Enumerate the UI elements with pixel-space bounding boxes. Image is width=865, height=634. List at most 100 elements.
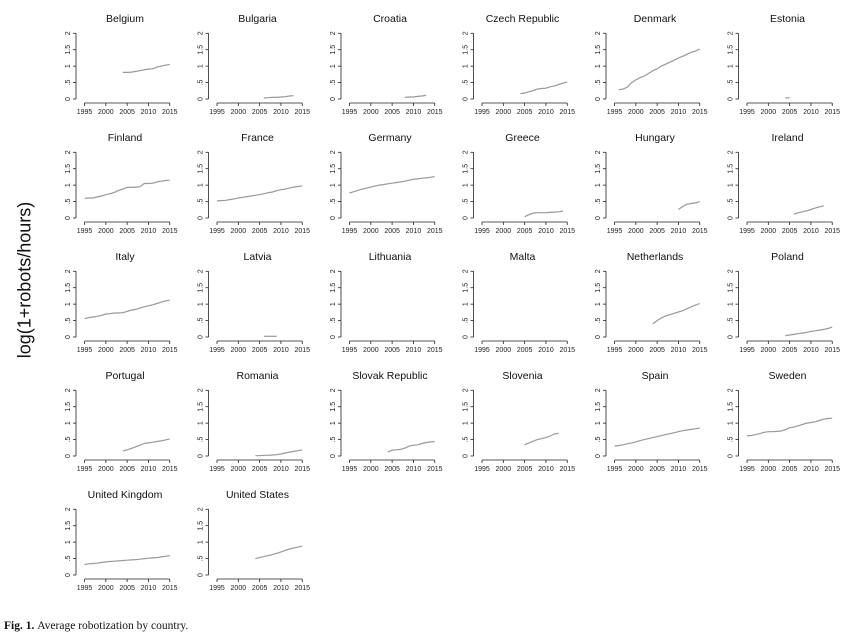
y-tick-label: 2 [65, 507, 72, 511]
x-tick-label: 2010 [273, 109, 289, 116]
y-tick-label: 2 [462, 388, 469, 392]
y-tick-label: 0 [65, 573, 72, 577]
y-tick-label: 0 [330, 454, 337, 458]
panel-title: Romania [236, 370, 278, 382]
x-tick-label: 2010 [141, 228, 157, 235]
y-tick-label: 0 [727, 216, 734, 220]
x-tick-label: 2010 [671, 109, 687, 116]
y-tick-label: 1 [197, 64, 204, 68]
panel-title: Belgium [106, 13, 144, 25]
x-tick-label: 2010 [273, 466, 289, 473]
panel-italy: Italy 0 .5 1 1.5 2 1995 2000 2005 2010 2015 [65, 251, 178, 354]
y-tick-label: 1.5 [197, 402, 204, 412]
y-tick-label: 2 [65, 31, 72, 35]
y-tick-label: .5 [65, 556, 72, 562]
x-tick-label: 2000 [231, 109, 247, 116]
y-tick-label: 1.5 [65, 521, 72, 531]
x-tick-label: 2015 [294, 466, 310, 473]
y-tick-label: 0 [727, 454, 734, 458]
y-tick-label: 0 [330, 216, 337, 220]
x-tick-label: 1995 [607, 228, 623, 235]
y-tick-label: 2 [727, 269, 734, 273]
caption-label: Fig. 1. [4, 620, 38, 632]
y-tick-label: .5 [462, 318, 469, 324]
panel-title: Lithuania [369, 251, 412, 263]
x-tick-label: 1995 [77, 466, 93, 473]
y-tick-label: 2 [330, 269, 337, 273]
y-tick-label: 1.5 [65, 402, 72, 412]
x-tick-label: 2015 [162, 585, 178, 592]
x-tick-label: 2005 [782, 109, 798, 116]
y-tick-label: 1.5 [330, 283, 337, 293]
x-tick-label: 2000 [98, 347, 114, 354]
panel-title: Slovenia [502, 370, 542, 382]
x-tick-label: 2010 [141, 585, 157, 592]
panel-title: Malta [510, 251, 536, 263]
x-tick-label: 2005 [252, 109, 268, 116]
y-tick-label: 1.5 [65, 164, 72, 174]
y-tick-label: 2 [727, 388, 734, 392]
x-tick-label: 2015 [692, 109, 708, 116]
y-tick-label: 2 [462, 269, 469, 273]
x-tick-label: 2005 [782, 228, 798, 235]
panel-title: Estonia [770, 13, 805, 25]
series-line-spain [614, 427, 700, 447]
y-tick-label: 2 [197, 31, 204, 35]
x-tick-label: 2015 [692, 347, 708, 354]
panel-title: Poland [771, 251, 804, 263]
x-tick-label: 2005 [384, 347, 400, 354]
series-line-sweden [747, 417, 833, 437]
x-tick-label: 2005 [782, 466, 798, 473]
x-tick-label: 2015 [824, 228, 840, 235]
x-tick-label: 2005 [517, 109, 533, 116]
x-tick-label: 2005 [649, 109, 665, 116]
y-tick-label: 1.5 [462, 45, 469, 55]
x-tick-label: 2015 [427, 109, 443, 116]
y-tick-label: 1 [727, 421, 734, 425]
y-tick-label: 0 [65, 216, 72, 220]
x-tick-label: 1995 [739, 228, 755, 235]
panel-title: Denmark [634, 13, 677, 25]
y-tick-label: 2 [197, 150, 204, 154]
y-tick-label: 1.5 [65, 45, 72, 55]
x-tick-label: 2000 [761, 347, 777, 354]
panel-title: Slovak Republic [352, 370, 427, 382]
y-tick-label: 1.5 [727, 283, 734, 293]
x-tick-label: 2000 [363, 466, 379, 473]
x-tick-label: 2005 [384, 228, 400, 235]
panel-title: Greece [505, 132, 540, 144]
y-tick-label: 1 [727, 64, 734, 68]
y-tick-label: 1 [65, 302, 72, 306]
series-line-croatia [404, 94, 427, 98]
x-tick-label: 1995 [607, 347, 623, 354]
y-tick-label: 1 [462, 183, 469, 187]
x-tick-label: 1995 [474, 466, 490, 473]
panel-united-states: United States 0 .5 1 1.5 2 1995 2000 2005 2010 201… [197, 489, 310, 592]
y-tick-label: .5 [197, 199, 204, 205]
x-tick-label: 1995 [474, 228, 490, 235]
y-tick-label: 0 [727, 97, 734, 101]
y-tick-label: .5 [727, 437, 734, 443]
panel-title: Netherlands [627, 251, 684, 263]
y-tick-label: .5 [65, 318, 72, 324]
y-tick-label: .5 [595, 318, 602, 324]
panel-title: France [241, 132, 274, 144]
figure-caption: Fig. 1. Average robotization by country. [4, 620, 188, 632]
y-tick-label: 1 [595, 421, 602, 425]
series-line-greece [524, 210, 564, 218]
y-tick-label: 2 [330, 150, 337, 154]
x-tick-label: 2000 [628, 109, 644, 116]
x-tick-label: 2000 [363, 347, 379, 354]
y-tick-label: .5 [65, 80, 72, 86]
series-line-denmark [618, 48, 700, 91]
y-tick-label: 2 [462, 150, 469, 154]
y-tick-label: 1 [330, 302, 337, 306]
panel-estonia: Estonia 0 .5 1 1.5 2 1995 2000 2005 2010 2015 [727, 13, 840, 116]
x-tick-label: 2005 [384, 109, 400, 116]
x-tick-label: 2005 [119, 466, 135, 473]
series-line-czech-republic [520, 81, 568, 95]
series-line-slovak-republic [387, 440, 435, 453]
y-tick-label: 1 [65, 183, 72, 187]
series-line-france [216, 185, 303, 202]
x-tick-label: 2005 [649, 466, 665, 473]
